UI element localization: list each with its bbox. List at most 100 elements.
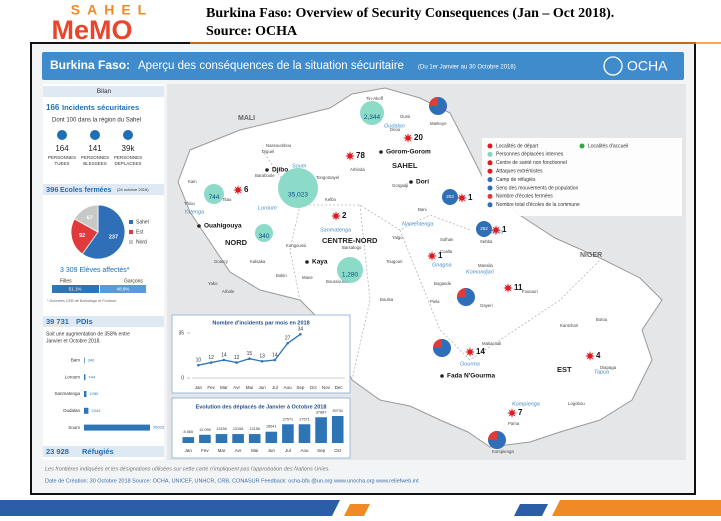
attack-count: 14 [476,347,485,356]
banner-org: OCHA [627,58,668,74]
bar [215,434,228,443]
x-tick-label: Avr [235,448,242,453]
attack-count: 4 [596,351,601,360]
attack-count: 11 [514,283,523,292]
province-label: Oudalan [384,123,405,129]
school-pie-closed [433,339,442,348]
legend-icon [487,202,493,208]
data-label: 13156 [216,427,227,431]
attack-count: 7 [518,408,523,417]
stat-note: (24 octobre 2018) [117,187,149,192]
data-label: 2344 [91,408,101,413]
attack-icon [491,225,501,235]
legend-label: Personnes déplacées internes [496,152,564,158]
legend-swatch [129,220,133,224]
locality-label: Titao [222,197,232,202]
data-label: 13156 [233,427,244,431]
x-tick-label: Sep [317,448,326,453]
idp-label: 2,344 [364,114,381,121]
idp-label: 1,280 [342,271,359,278]
attack-count: 1 [438,251,443,260]
province-label: Sanmatenga [320,227,351,233]
x-tick-label: Oct [334,448,342,453]
pie-slice [73,204,99,233]
bar [265,431,278,443]
data-label: 37887 [316,410,327,414]
locality-label: Tougouri [386,259,403,264]
section-bar [43,446,164,457]
point [197,363,200,367]
banner [42,52,684,80]
stat-label: PERSONNES [114,155,142,160]
x-tick-label: Jul [272,385,278,390]
locality-label: Mansila [478,263,493,268]
school-pie-closed [457,288,466,297]
section-bar [43,184,164,195]
city-dot [409,180,413,184]
province-label: Gnagna [432,262,452,268]
province-label: Gourma [460,361,480,367]
city-label: Djibo [272,167,288,174]
point [222,358,226,362]
attack-count: 1 [502,225,507,234]
stat-value: 23 928 [46,447,69,456]
attack-icon [457,193,467,203]
point [286,341,289,345]
x-tick-label: Aou [284,385,293,390]
school-pie [476,221,492,237]
data-label: 39731 [332,409,343,413]
bar [232,434,244,443]
legend-icon [487,193,493,199]
legend-label: Attaques extrémistes [496,169,543,175]
y-tick-label: 0 [181,375,184,381]
stat-label: Incidents sécuritaires [62,103,139,112]
attack-icon [331,211,341,221]
bar-label: 48.9% [117,287,130,292]
attack-icon [427,251,437,261]
section-title: Bilan [97,88,112,95]
locality-label: Kain [188,179,197,184]
locality-label: Yalgo [392,235,403,240]
idp-label: 744 [209,194,220,201]
legend-label: Sahel [136,219,149,225]
attack-count: 1 [468,193,473,202]
point [209,361,213,364]
category-label: Soum [68,425,80,430]
locality-label: Thiou [184,201,195,206]
locality-label: Coalla [440,249,453,254]
legend-label: Nord [136,239,147,245]
legend-label: Localités d'accueil [588,143,628,149]
school-label: 203 [446,194,454,199]
locality-label: Sebba [480,239,493,244]
idp-bubble [278,168,318,208]
footer-credits: Date de Création: 30 Octobre 2018 Source… [45,478,419,484]
locality-label: Arbinda [350,167,365,172]
point [273,358,277,362]
stat-label: Ecoles fermées [60,187,111,194]
locality-label: Matiacoali [482,341,501,346]
bar [315,417,327,443]
bar [182,437,195,443]
locality-label: Tongomayel [316,175,339,180]
locality-label: Arbole [222,289,235,294]
locality-label: Gorgadji [392,183,408,188]
stat-label: TUEES [54,161,69,166]
chart-title: Nombre d'incidents par mois en 2018 [212,320,309,326]
data-label: 10 [196,357,202,363]
stat-label: PDIs [76,317,93,326]
legend-label: Est [136,229,144,235]
stat-label: 3 309 Elèves affectés* [60,267,130,274]
region-label: SAHEL [392,161,418,170]
locality-label: Bokin [276,273,287,278]
school-pie-closed [429,97,438,106]
legend-label: Sens des mouvements de population [496,185,578,191]
locality-label: Solhan [440,237,454,242]
stat-label: BLESSEES [83,161,107,166]
region-boundaries [261,149,601,381]
data-label: 34 [298,327,304,333]
banner-title-bold: Burkina Faso: [50,58,130,72]
school-pie-closed [488,431,497,440]
locality-label: Diapaga [600,365,617,370]
x-tick-label: Avr [233,385,240,390]
